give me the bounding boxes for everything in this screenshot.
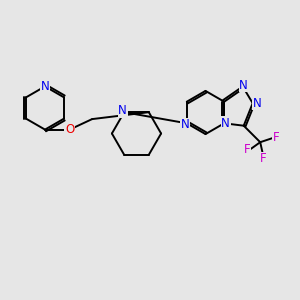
- Text: N: N: [181, 118, 190, 131]
- Text: F: F: [244, 143, 250, 156]
- Text: N: N: [221, 117, 230, 130]
- Text: O: O: [65, 123, 74, 136]
- Text: N: N: [253, 97, 262, 110]
- Text: F: F: [273, 131, 279, 144]
- Text: N: N: [239, 79, 248, 92]
- Text: N: N: [40, 80, 50, 93]
- Text: N: N: [118, 104, 127, 117]
- Text: F: F: [260, 152, 266, 165]
